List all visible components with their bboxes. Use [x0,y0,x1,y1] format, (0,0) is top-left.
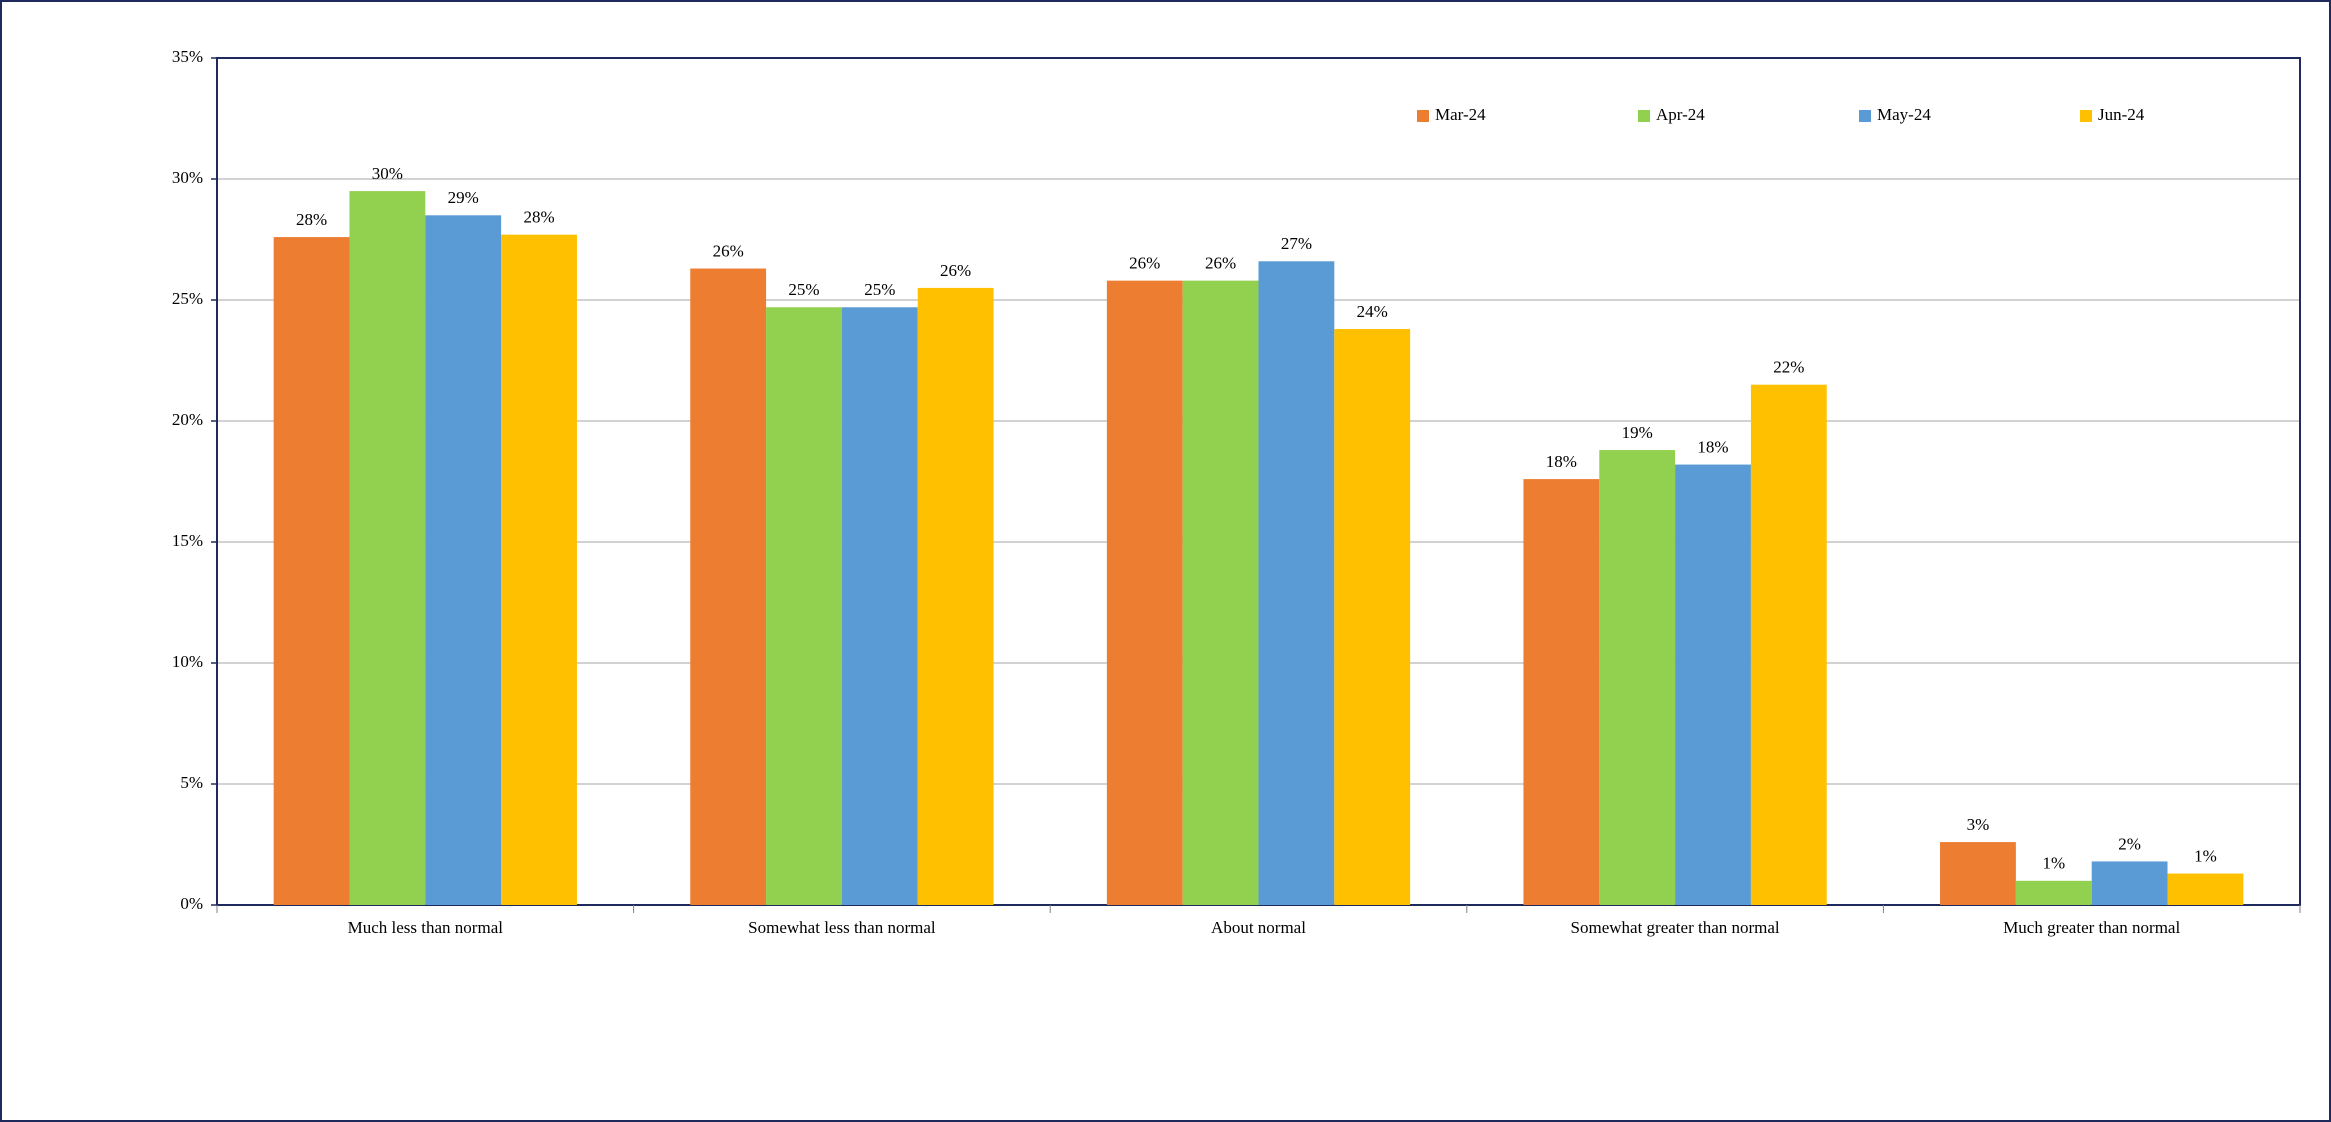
value-label: 22% [1773,358,1804,377]
legend-swatch [1638,110,1650,122]
value-label: 18% [1546,452,1577,471]
bar [1750,384,1827,905]
legend-label: Apr-24 [1656,105,1705,124]
bar [1675,464,1751,905]
value-label: 25% [864,280,895,299]
legend-label: Jun-24 [2098,105,2145,124]
legend-label: Mar-24 [1435,105,1486,124]
value-label: 28% [296,210,327,229]
value-label: 30% [372,164,403,183]
y-tick-label: 35% [172,47,203,66]
value-label: 1% [2194,846,2217,865]
value-label: 1% [2042,854,2065,873]
y-tick-label: 15% [172,531,203,550]
y-tick-label: 5% [180,773,203,792]
legend-swatch [2080,110,2092,122]
bar [766,307,842,905]
bar [1523,479,1600,905]
y-tick-label: 20% [172,410,203,429]
x-tick-label: Much greater than normal [2003,918,2180,937]
bar [841,307,918,905]
bar [917,287,994,905]
x-tick-label: Much less than normal [348,918,504,937]
bar [1106,280,1183,905]
bar [1258,261,1335,905]
value-label: 25% [788,280,819,299]
value-label: 18% [1697,437,1728,456]
y-tick-label: 0% [180,894,203,913]
bar [501,234,577,905]
bar [2167,873,2244,905]
x-tick-label: About normal [1211,918,1306,937]
value-label: 28% [523,208,554,227]
bar [690,268,767,905]
y-tick-label: 25% [172,289,203,308]
value-label: 26% [940,261,971,280]
value-label: 26% [1129,254,1160,273]
bar [425,215,502,906]
bar [1940,842,2016,905]
value-label: 26% [713,241,744,260]
value-label: 29% [448,188,479,207]
legend-swatch [1417,110,1429,122]
value-label: 26% [1205,254,1236,273]
bar [1599,450,1676,905]
bar [1182,280,1259,905]
x-tick-label: Somewhat greater than normal [1571,918,1780,937]
x-tick-label: Somewhat less than normal [748,918,936,937]
bar [349,191,426,906]
value-label: 24% [1357,302,1388,321]
bar [1334,329,1411,905]
bar [2091,861,2168,905]
y-tick-label: 30% [172,168,203,187]
value-label: 19% [1622,423,1653,442]
y-tick-label: 10% [172,652,203,671]
value-label: 2% [2118,834,2141,853]
value-label: 3% [1967,815,1990,834]
legend-label: May-24 [1877,105,1931,124]
bar [273,237,350,905]
value-label: 27% [1281,234,1312,253]
bar [2015,880,2092,905]
legend-swatch [1859,110,1871,122]
